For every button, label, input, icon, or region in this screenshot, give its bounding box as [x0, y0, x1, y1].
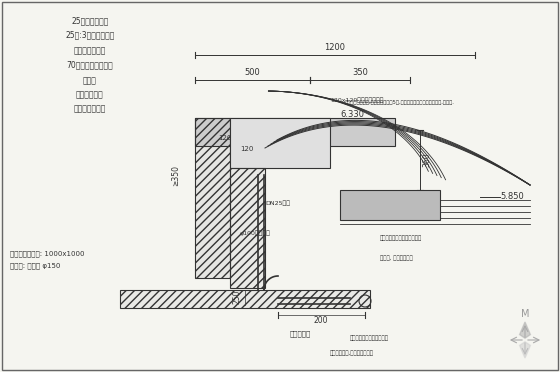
Text: 25厘:3千等水泥沙浆: 25厘:3千等水泥沙浆	[66, 30, 115, 39]
Text: 120: 120	[218, 135, 232, 141]
Text: 空气层: 空气层	[83, 76, 97, 85]
Polygon shape	[520, 342, 530, 358]
Text: 25厘与消路面层: 25厘与消路面层	[71, 16, 109, 25]
Bar	[230, 168, 265, 288]
Text: 阐蜂绳平层级板: 阐蜂绳平层级板	[74, 104, 106, 113]
Bar	[230, 168, 265, 288]
Text: 120x120嵌入式龙头槽钢: 120x120嵌入式龙头槽钢	[330, 97, 384, 103]
Text: 6.330: 6.330	[340, 110, 364, 119]
Text: 500: 500	[244, 68, 260, 77]
Bar	[120, 290, 370, 308]
Text: 应用渗气水泥天天,安防滤水层至少5层,排防安水层于设置安标滤平面,容不得.: 应用渗气水泥天天,安防滤水层至少5层,排防安水层于设置安标滤平面,容不得.	[345, 100, 455, 105]
Text: 泥虑泵, 多层线制外层: 泥虑泵, 多层线制外层	[380, 255, 413, 261]
Text: 120: 120	[240, 146, 254, 152]
Polygon shape	[520, 322, 530, 338]
Text: 建气线涂面层: 建气线涂面层	[76, 90, 104, 99]
Text: 疏珠进水管管管于抽收水下: 疏珠进水管管管于抽收水下	[350, 335, 389, 341]
Bar	[195, 118, 395, 146]
Text: 360: 360	[422, 153, 431, 167]
Text: 350: 350	[352, 68, 368, 77]
Text: φ100进水管道: φ100进水管道	[240, 230, 271, 235]
Bar	[340, 190, 440, 220]
Text: 纲筋证抹布层,安吊线制外层面: 纲筋证抹布层,安吊线制外层面	[330, 350, 374, 356]
Bar	[230, 118, 330, 168]
Text: ≥350: ≥350	[171, 164, 180, 186]
Bar	[120, 290, 370, 308]
Text: 1200: 1200	[324, 43, 346, 52]
Text: 5.850: 5.850	[500, 192, 524, 201]
Text: 打开渗池水水小份营水及不得: 打开渗池水水小份营水及不得	[380, 235, 422, 241]
Text: M: M	[521, 309, 529, 319]
Bar	[230, 118, 330, 168]
Text: 预制小水池尺寸: 1000x1000: 预制小水池尺寸: 1000x1000	[10, 250, 85, 257]
Text: 生水泥沙浆一层: 生水泥沙浆一层	[74, 46, 106, 55]
Text: 70厘厚阐钢筋砖小板: 70厘厚阐钢筋砖小板	[67, 60, 113, 69]
Bar	[195, 118, 230, 278]
Text: 内饰漆: 涂刷自 φ150: 内饰漆: 涂刷自 φ150	[10, 262, 60, 269]
Text: 空斗小气垫: 空斗小气垫	[290, 330, 311, 337]
Text: 250: 250	[233, 290, 242, 304]
Text: 200: 200	[314, 316, 328, 325]
Bar	[195, 118, 230, 278]
Text: DN25接口: DN25接口	[265, 200, 290, 206]
